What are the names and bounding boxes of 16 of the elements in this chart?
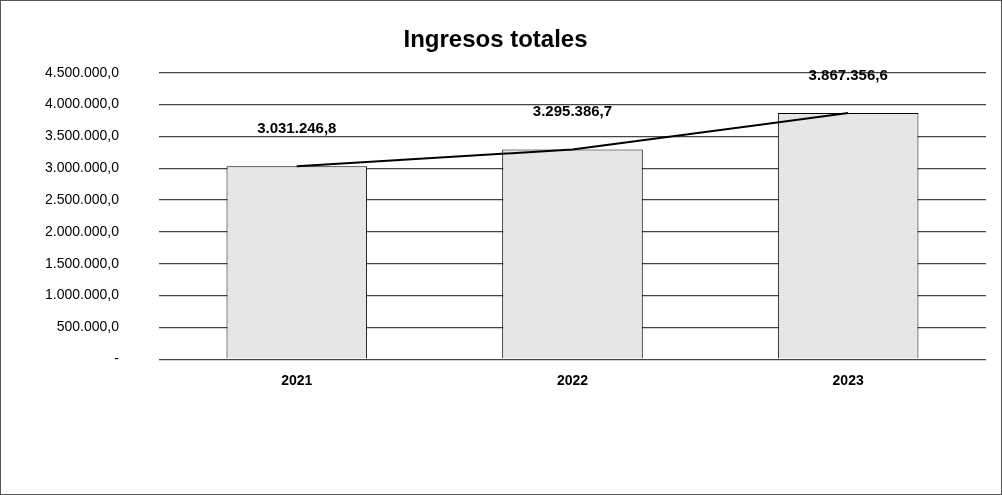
y-tick-label: - <box>114 350 120 367</box>
y-tick-label: 3.000.000,0 <box>44 159 120 176</box>
x-tick-label: 2023 <box>832 372 864 389</box>
y-tick-label: 1.500.000,0 <box>44 254 120 271</box>
x-tick-label: 2022 <box>556 372 589 389</box>
y-tick-label: 3.500.000,0 <box>44 127 120 144</box>
y-tick-label: 4.500.000,0 <box>44 63 120 80</box>
y-tick-label: 500.000,0 <box>56 318 120 335</box>
y-tick-label: 2.500.000,0 <box>44 190 120 207</box>
chart-title: Ingresos totales <box>403 25 588 53</box>
y-tick-label: 2.000.000,0 <box>44 222 120 239</box>
y-tick-label: 4.000.000,0 <box>44 95 120 112</box>
x-tick-label: 2021 <box>281 372 313 389</box>
data-label: 3.295.386,7 <box>532 102 613 120</box>
data-label: 3.031.246,8 <box>257 118 337 136</box>
y-tick-label: 1.000.000,0 <box>44 286 120 303</box>
